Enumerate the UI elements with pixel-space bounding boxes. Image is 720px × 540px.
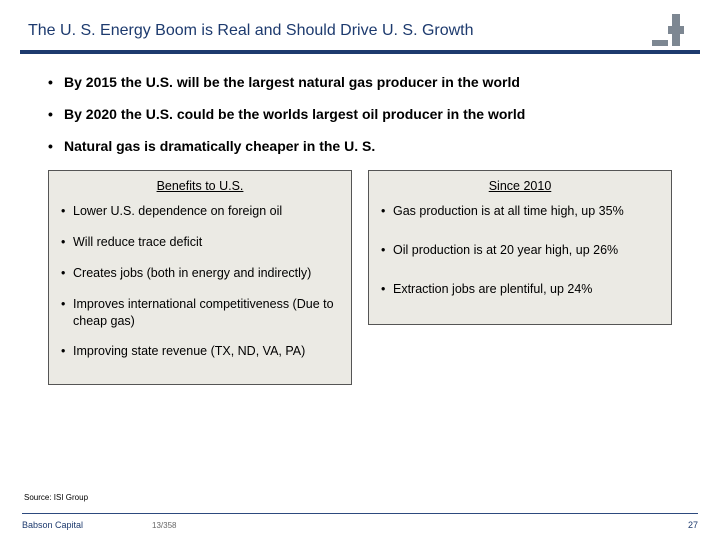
benefit-item: Lower U.S. dependence on foreign oil [59,203,341,220]
benefits-list: Lower U.S. dependence on foreign oil Wil… [59,203,341,360]
footer-doc-id: 13/358 [152,521,176,530]
slide-header: The U. S. Energy Boom is Real and Should… [0,0,720,46]
benefits-header: Benefits to U.S. [59,179,341,193]
company-logo-icon [652,14,696,46]
two-column-region: Benefits to U.S. Lower U.S. dependence o… [44,170,676,385]
since-2010-header: Since 2010 [379,179,661,193]
main-bullet: By 2015 the U.S. will be the largest nat… [44,74,676,90]
benefit-item: Improves international competitiveness (… [59,296,341,330]
main-bullet: By 2020 the U.S. could be the worlds lar… [44,106,676,122]
source-note: Source: ISI Group [24,493,88,502]
benefit-item: Improving state revenue (TX, ND, VA, PA) [59,343,341,360]
stat-item: Oil production is at 20 year high, up 26… [379,242,661,259]
benefits-box: Benefits to U.S. Lower U.S. dependence o… [48,170,352,385]
slide-title: The U. S. Energy Boom is Real and Should… [28,22,692,40]
benefit-item: Will reduce trace deficit [59,234,341,251]
footer-page-number: 27 [688,520,698,530]
main-bullet: Natural gas is dramatically cheaper in t… [44,138,676,154]
benefit-item: Creates jobs (both in energy and indirec… [59,265,341,282]
main-bullet-list: By 2015 the U.S. will be the largest nat… [44,74,676,154]
stat-item: Extraction jobs are plentiful, up 24% [379,281,661,298]
footer-company: Babson Capital [22,520,83,530]
slide-footer: Babson Capital 13/358 27 [22,513,698,530]
stat-item: Gas production is at all time high, up 3… [379,203,661,220]
since-2010-box: Since 2010 Gas production is at all time… [368,170,672,325]
slide-content: By 2015 the U.S. will be the largest nat… [0,54,720,385]
since-2010-list: Gas production is at all time high, up 3… [379,203,661,298]
